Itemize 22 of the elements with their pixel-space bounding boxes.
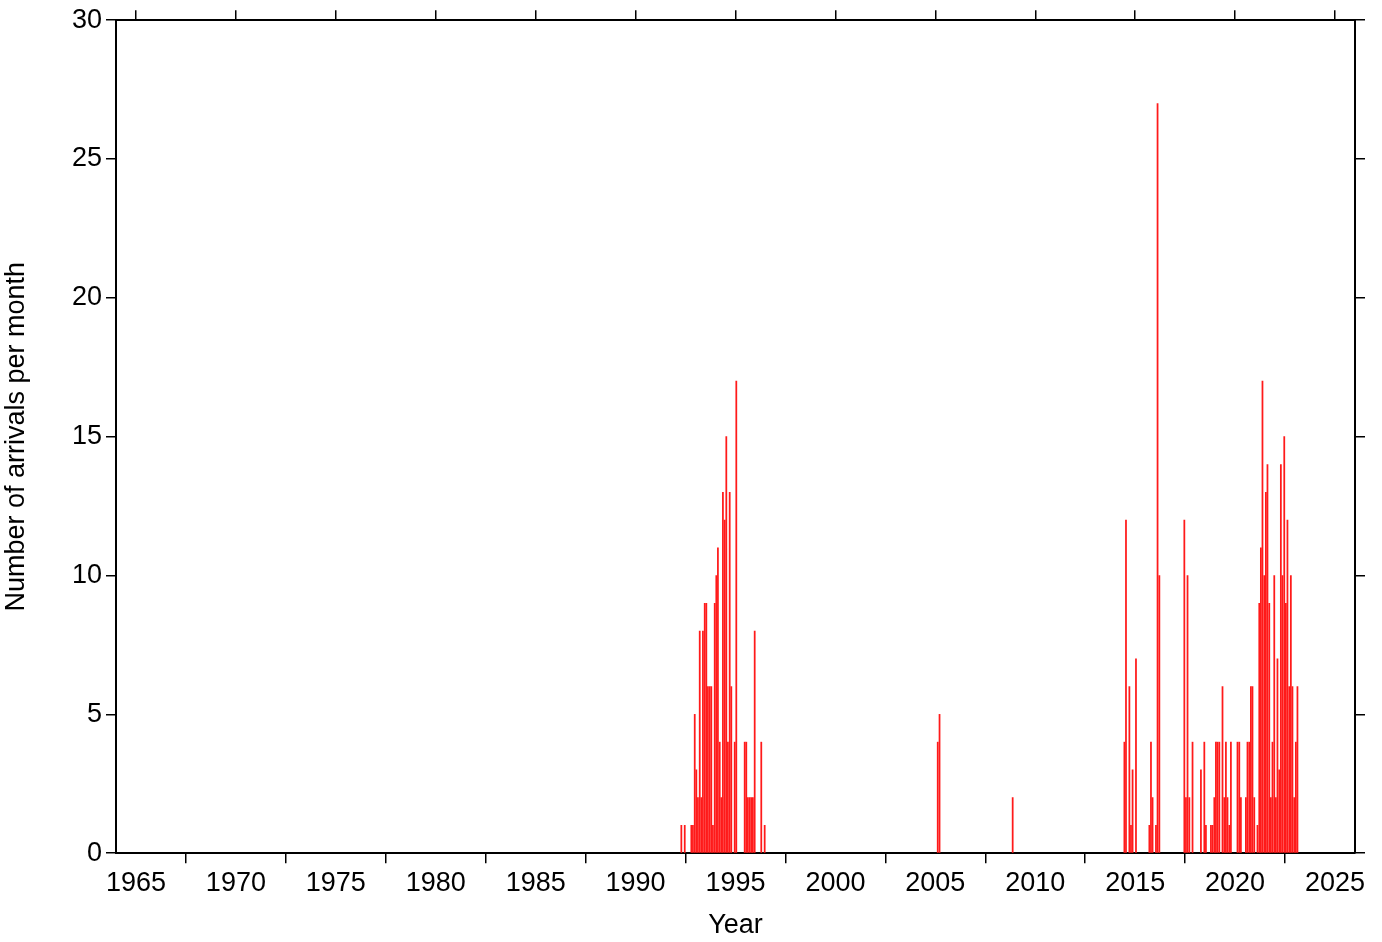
y-tick-label: 0 [86, 836, 102, 867]
y-tick-label: 20 [71, 281, 102, 312]
x-tick-label: 1970 [205, 866, 266, 897]
x-tick-label: 1980 [405, 866, 466, 897]
y-tick-label: 25 [71, 142, 102, 173]
y-axis-title: Number of arrivals per month [0, 261, 30, 612]
x-tick-label: 2025 [1304, 866, 1366, 897]
y-tick-label: 10 [71, 558, 102, 589]
x-tick-label: 1985 [505, 866, 566, 897]
x-tick-label: 2005 [905, 866, 966, 897]
x-tick-label: 1975 [305, 866, 366, 897]
x-tick-label: 2015 [1105, 866, 1166, 897]
x-tick-label: 2000 [805, 866, 866, 897]
y-tick-label: 15 [71, 420, 102, 451]
y-tick-label: 30 [71, 3, 102, 34]
y-tick-label: 5 [86, 697, 102, 728]
x-tick-label: 2010 [1005, 866, 1066, 897]
x-axis-title: Year [708, 909, 763, 940]
x-tick-label: 2020 [1205, 866, 1266, 897]
x-tick-label: 1990 [605, 866, 666, 897]
x-tick-label: 1995 [705, 866, 766, 897]
x-tick-label: 1965 [105, 866, 167, 897]
